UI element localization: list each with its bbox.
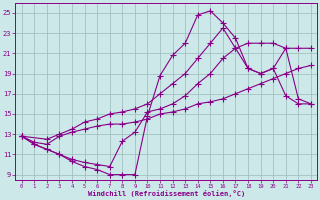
- X-axis label: Windchill (Refroidissement éolien,°C): Windchill (Refroidissement éolien,°C): [88, 190, 245, 197]
